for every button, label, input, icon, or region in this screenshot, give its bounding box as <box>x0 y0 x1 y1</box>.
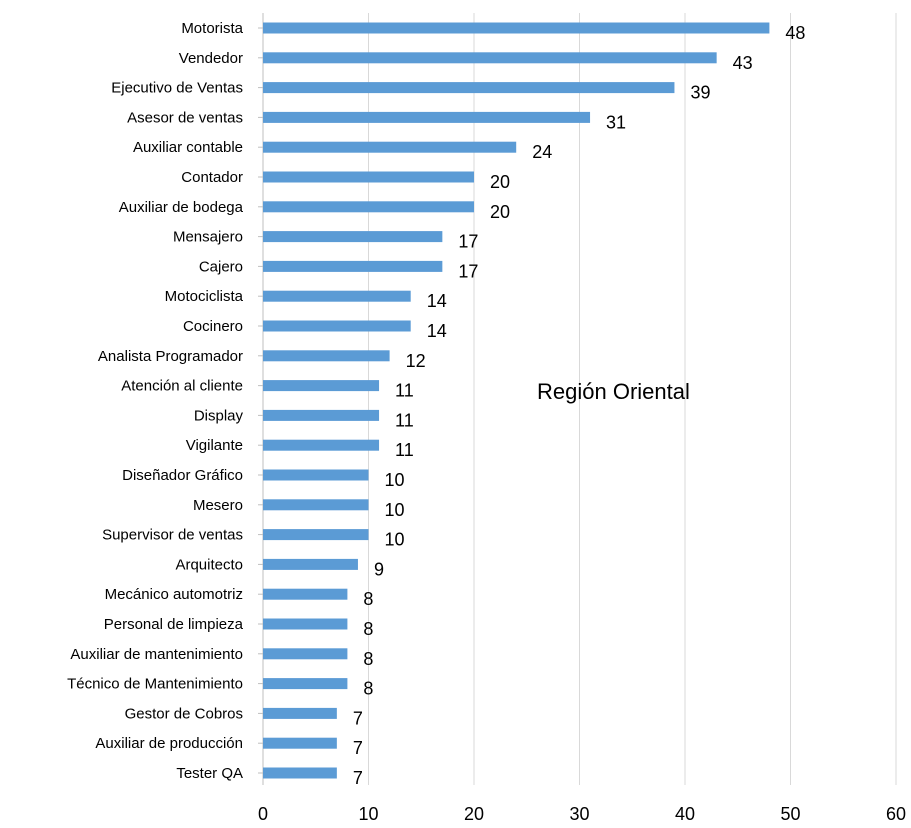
category-label: Cajero <box>199 258 243 275</box>
bar <box>263 707 337 719</box>
category-label: Auxiliar de mantenimiento <box>70 646 243 663</box>
value-label: 8 <box>363 619 373 639</box>
category-label: Analista Programador <box>98 348 243 365</box>
bar <box>263 588 348 600</box>
bar <box>263 290 411 302</box>
bar <box>263 558 358 570</box>
category-label: Personal de limpieza <box>104 616 244 633</box>
category-label: Mesero <box>193 497 243 514</box>
category-label: Contador <box>181 169 243 186</box>
bar <box>263 82 675 94</box>
value-label: 14 <box>427 291 447 311</box>
bar <box>263 439 380 451</box>
value-label: 10 <box>385 530 405 550</box>
category-label: Mecánico automotriz <box>105 586 243 603</box>
value-label: 7 <box>353 708 363 728</box>
bar <box>263 141 517 153</box>
category-label: Display <box>194 407 244 424</box>
value-label: 11 <box>395 410 414 430</box>
bar <box>263 380 380 392</box>
value-label: 43 <box>733 53 753 73</box>
category-label: Motorista <box>181 20 243 37</box>
bar <box>263 350 390 362</box>
value-label: 17 <box>458 232 478 252</box>
category-label: Auxiliar de bodega <box>119 199 244 216</box>
value-label: 20 <box>490 202 510 222</box>
chart-annotation: Región Oriental <box>537 379 690 404</box>
value-label: 24 <box>532 142 552 162</box>
category-label: Auxiliar contable <box>133 139 243 156</box>
category-labels: Motorista Vendedor Ejecutivo de Ventas Ases… <box>67 20 244 782</box>
category-label: Diseñador Gráfico <box>122 467 243 484</box>
x-tick-label: 10 <box>358 804 378 824</box>
value-label: 31 <box>606 112 626 132</box>
value-label: 12 <box>406 351 426 371</box>
category-label: Ejecutivo de Ventas <box>111 80 243 97</box>
bar <box>263 260 443 272</box>
category-label: Supervisor de ventas <box>102 527 243 544</box>
bar <box>263 648 348 660</box>
value-labels: 4843393124202017171414121111111010109888… <box>353 23 806 788</box>
bar <box>263 111 591 123</box>
x-tick-label: 20 <box>464 804 484 824</box>
bar <box>263 409 380 421</box>
value-label: 10 <box>385 500 405 520</box>
value-label: 20 <box>490 172 510 192</box>
bar <box>263 231 443 243</box>
category-label: Auxiliar de producción <box>95 735 243 752</box>
bar <box>263 737 337 749</box>
bar <box>263 499 369 511</box>
value-label: 7 <box>353 768 363 788</box>
bar <box>263 678 348 690</box>
value-label: 7 <box>353 738 363 758</box>
value-label: 14 <box>427 321 447 341</box>
category-label: Vigilante <box>186 437 243 454</box>
bars <box>258 22 770 779</box>
value-label: 8 <box>363 679 373 699</box>
category-label: Cocinero <box>183 318 243 335</box>
x-tick-label: 30 <box>569 804 589 824</box>
bar <box>263 201 474 213</box>
category-label: Vendedor <box>179 50 243 67</box>
x-tick-labels: 0 10 20 30 40 50 60 <box>258 804 906 824</box>
value-label: 8 <box>363 589 373 609</box>
bar <box>263 320 411 332</box>
bar <box>263 469 369 481</box>
category-label: Mensajero <box>173 229 243 246</box>
category-label: Atención al cliente <box>121 378 243 395</box>
bar <box>263 767 337 779</box>
value-label: 11 <box>395 381 414 401</box>
category-label: Gestor de Cobros <box>125 705 243 722</box>
x-tick-label: 60 <box>886 804 906 824</box>
bar <box>263 22 770 34</box>
value-label: 48 <box>785 23 805 43</box>
value-label: 39 <box>690 83 710 103</box>
value-label: 9 <box>374 559 384 579</box>
x-tick-label: 0 <box>258 804 268 824</box>
category-label: Técnico de Mantenimiento <box>67 676 243 693</box>
bar <box>263 618 348 630</box>
bar <box>263 529 369 541</box>
x-tick-label: 40 <box>675 804 695 824</box>
value-label: 17 <box>458 261 478 281</box>
category-label: Motociclista <box>165 288 244 305</box>
x-tick-label: 50 <box>780 804 800 824</box>
category-label: Asesor de ventas <box>127 109 243 126</box>
gridlines <box>262 13 897 785</box>
category-label: Arquitecto <box>175 556 243 573</box>
bar <box>263 52 717 64</box>
category-label: Tester QA <box>176 765 243 782</box>
bar <box>263 171 474 183</box>
value-label: 8 <box>363 649 373 669</box>
value-label: 11 <box>395 440 414 460</box>
value-label: 10 <box>385 470 405 490</box>
